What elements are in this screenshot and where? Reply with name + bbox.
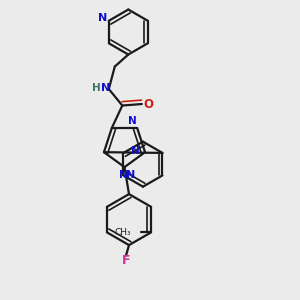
Text: N: N: [100, 82, 110, 92]
Text: N: N: [128, 116, 137, 126]
Text: N: N: [131, 146, 140, 156]
Text: N: N: [118, 169, 127, 180]
Text: CH₃: CH₃: [115, 228, 132, 237]
Text: N: N: [98, 14, 107, 23]
Text: O: O: [143, 98, 153, 110]
Text: F: F: [122, 254, 130, 267]
Text: H: H: [92, 82, 100, 92]
Text: N: N: [126, 170, 136, 180]
